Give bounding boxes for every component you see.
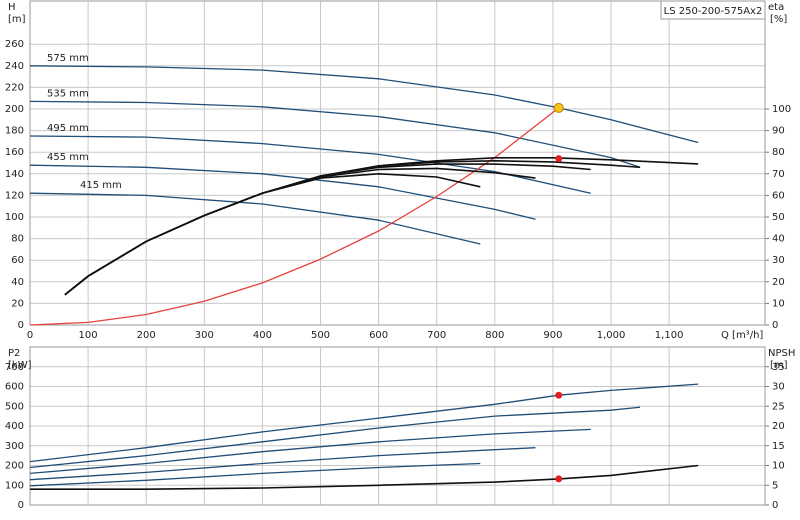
chart-title: LS 250-200-575Ax2	[664, 6, 763, 17]
y-tick-label: 140	[5, 169, 24, 180]
operating-point	[553, 102, 564, 113]
y2-tick-label: 20	[772, 277, 785, 288]
y-tick-label: 200	[5, 461, 24, 472]
curve	[29, 107, 560, 326]
y-tick-label: 60	[11, 255, 24, 266]
y-tick-label: 400	[5, 421, 24, 432]
y2-tick-label: 80	[772, 147, 785, 158]
y-tick-label: 200	[5, 104, 24, 115]
curve	[29, 383, 699, 463]
y-tick-label: 40	[11, 277, 24, 288]
operating-point	[555, 391, 563, 399]
curve-label: 415 mm	[80, 180, 122, 191]
y2-tick-label: 60	[772, 190, 785, 201]
x-tick-label: 600	[369, 330, 388, 341]
x-axis-title: Q [m³/h]	[721, 330, 763, 341]
y2-tick-label: 0	[772, 500, 778, 511]
y-axis-title: H	[8, 2, 16, 13]
y-tick-label: 700	[5, 362, 24, 373]
x-tick-label: 0	[27, 330, 33, 341]
y-axis-title: P2	[8, 348, 20, 359]
y2-axis-title: NPSH	[768, 348, 795, 359]
y2-tick-label: 10	[772, 298, 785, 309]
title-box	[660, 0, 766, 20]
curve-label: 575 mm	[47, 53, 89, 64]
y2-tick-label: 10	[772, 461, 785, 472]
plot-frame	[29, 0, 766, 326]
y2-tick-label: 20	[772, 421, 785, 432]
operating-point	[555, 475, 563, 483]
curve	[29, 462, 481, 487]
curve	[29, 100, 641, 168]
x-tick-label: 800	[485, 330, 504, 341]
y-tick-label: 500	[5, 401, 24, 412]
x-tick-label: 700	[427, 330, 446, 341]
y-tick-label: 160	[5, 147, 24, 158]
y2-tick-label: 35	[772, 362, 785, 373]
curve	[29, 428, 591, 475]
y2-tick-label: 100	[772, 104, 791, 115]
y2-tick-label: 70	[772, 169, 785, 180]
y-tick-label: 100	[5, 212, 24, 223]
x-tick-label: 200	[137, 330, 156, 341]
y-axis-unit: [kW]	[8, 360, 32, 371]
y2-axis-unit: [%]	[770, 14, 787, 25]
x-tick-label: 500	[311, 330, 330, 341]
y2-axis-title: eta	[768, 2, 784, 13]
y2-tick-label: 30	[772, 382, 785, 393]
y2-tick-label: 5	[772, 480, 778, 491]
y-tick-label: 120	[5, 190, 24, 201]
y-tick-label: 600	[5, 382, 24, 393]
y-tick-label: 80	[11, 234, 24, 245]
y2-tick-label: 50	[772, 212, 785, 223]
operating-point	[555, 155, 563, 163]
curve	[29, 164, 536, 220]
y-tick-label: 300	[5, 441, 24, 452]
curve-label: 455 mm	[47, 152, 89, 163]
curve	[29, 406, 641, 469]
y2-tick-label: 40	[772, 234, 785, 245]
curve-label: 495 mm	[47, 123, 89, 134]
y-tick-label: 260	[5, 39, 24, 50]
y2-tick-label: 90	[772, 126, 785, 137]
curve	[30, 464, 699, 490]
y-tick-label: 20	[11, 298, 24, 309]
x-tick-label: 100	[79, 330, 98, 341]
x-tick-label: 400	[253, 330, 272, 341]
y2-tick-label: 0	[772, 320, 778, 331]
plot-frame	[29, 346, 766, 506]
x-tick-label: 1,000	[597, 330, 626, 341]
y2-tick-label: 15	[772, 441, 785, 452]
y2-tick-label: 30	[772, 255, 785, 266]
x-tick-label: 900	[543, 330, 562, 341]
y-tick-label: 220	[5, 82, 24, 93]
y2-tick-label: 25	[772, 401, 785, 412]
curve	[29, 65, 699, 144]
curve	[64, 172, 481, 296]
x-tick-label: 300	[195, 330, 214, 341]
curve	[29, 192, 481, 245]
x-tick-label: 1,100	[655, 330, 684, 341]
curve	[29, 447, 536, 481]
y-tick-label: 0	[18, 320, 24, 331]
y-tick-label: 0	[18, 500, 24, 511]
curve-label: 535 mm	[47, 88, 89, 99]
y-tick-label: 100	[5, 480, 24, 491]
y-axis-unit: [m]	[8, 14, 26, 25]
y-tick-label: 180	[5, 126, 24, 137]
y-tick-label: 240	[5, 61, 24, 72]
y2-axis-unit: [m]	[770, 360, 788, 371]
